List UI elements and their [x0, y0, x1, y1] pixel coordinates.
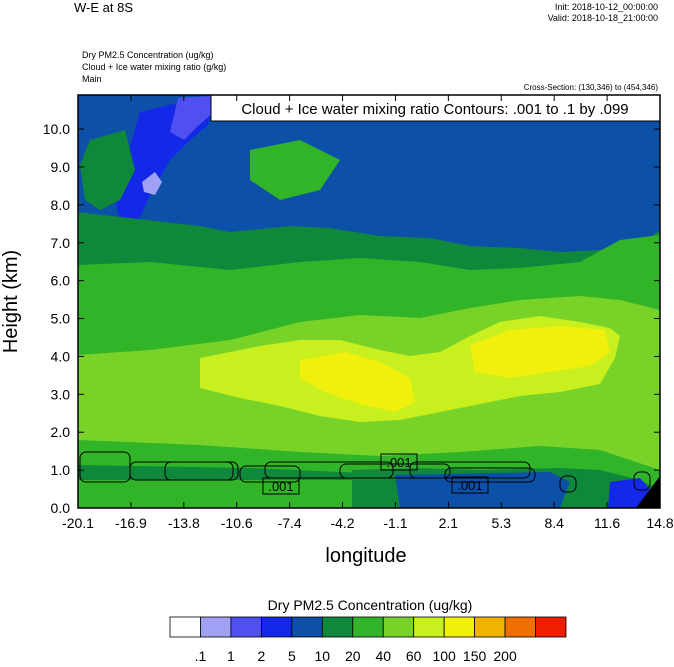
contour-label-2: .001: [457, 478, 482, 493]
cloud-contour-7: [444, 467, 536, 483]
field-region-3: [142, 172, 162, 195]
plot-title: W-E at 8S: [74, 0, 134, 15]
colorbar-box-2: [230, 616, 262, 638]
colorbar-box-7: [382, 616, 415, 638]
y-tick-label-5: 5.0: [51, 311, 71, 327]
x-tick-label-2: -13.8: [168, 515, 200, 531]
colorbar-box-3: [260, 616, 293, 638]
colorbar-box-10: [474, 616, 506, 638]
contour-label-box-1: [380, 453, 418, 471]
y-tick-label-10: 10.0: [43, 121, 70, 137]
colorbar-level-1: 1: [227, 648, 235, 664]
y-tick-label-1: 1.0: [51, 462, 71, 478]
x-tick-label-3: -10.6: [221, 515, 253, 531]
cloud-contour-2: [164, 461, 234, 481]
field-region-5: [470, 185, 560, 232]
colorbar-level-10: 200: [493, 648, 517, 664]
colorbar-box-1: [200, 616, 232, 638]
colorbar-level-4: 10: [315, 648, 331, 664]
y-tick-label-0: 0.0: [51, 500, 71, 516]
field-region-19: [395, 472, 570, 508]
y-tick-label-2: 2.0: [51, 424, 71, 440]
colorbar-box-9: [443, 616, 476, 638]
valid-time: Valid: 2018-10-18_21:00:00: [547, 13, 658, 23]
y-axis-title: Height (km): [0, 250, 22, 353]
colorbar-level-0: .1: [195, 648, 207, 664]
cross-section-label: Cross-Section: (130,346) to (454,346): [523, 83, 658, 92]
field-region-7: [80, 130, 135, 210]
colorbar-level-9: 150: [463, 648, 487, 664]
contour-label-box-0: [262, 477, 300, 495]
y-tick-label-9: 9.0: [51, 159, 71, 175]
y-tick-label-3: 3.0: [51, 386, 71, 402]
y-tick-label-6: 6.0: [51, 273, 71, 289]
field-region-9: [250, 140, 340, 200]
field-region-12: [300, 352, 415, 412]
colorbar-box-11: [504, 616, 536, 638]
contour-label-0: .001: [268, 479, 293, 494]
x-tick-label-8: 5.3: [492, 515, 512, 531]
field-region-17: [78, 480, 352, 508]
cloud-contour-9: [633, 471, 651, 491]
x-tick-label-10: 11.6: [594, 515, 620, 531]
contour-label-box-2: [451, 476, 489, 494]
x-tick-label-4: -7.4: [278, 515, 302, 531]
variable-label-pm25: Dry PM2.5 Concentration (ug/kg): [82, 50, 214, 60]
x-axis-title: longitude: [325, 545, 406, 567]
init-time: Init: 2018-10-12_00:00:00: [554, 2, 658, 12]
colorbar-box-8: [413, 616, 445, 638]
field-region-2: [170, 96, 214, 140]
colorbar-level-8: 100: [432, 648, 456, 664]
colorbar-box-6: [352, 616, 384, 638]
cloud-contour-8: [559, 475, 577, 493]
cloud-contour-3: [239, 465, 301, 483]
x-tick-label-9: 8.4: [544, 515, 564, 531]
cloud-contour-5: [339, 463, 451, 479]
field-layer: [78, 95, 660, 508]
colorbar-level-5: 20: [345, 648, 361, 664]
contour-info-text: Cloud + Ice water mixing ratio Contours:…: [241, 101, 628, 118]
colorbar-level-2: 2: [257, 648, 265, 664]
colorbar-level-7: 60: [406, 648, 422, 664]
terrain-mask: [636, 476, 660, 508]
colorbar-level-3: 5: [288, 648, 296, 664]
y-tick-label-7: 7.0: [51, 235, 71, 251]
x-tick-label-0: -20.1: [62, 515, 94, 531]
x-tick-label-5: -4.2: [330, 515, 354, 531]
colorbar-box-12: [535, 616, 567, 638]
y-tick-label-4: 4.0: [51, 348, 71, 364]
variable-label-cloud: Cloud + Ice water mixing ratio (g/kg): [82, 62, 227, 72]
y-tick-label-8: 8.0: [51, 197, 71, 213]
variable-label-main: Main: [82, 74, 102, 84]
colorbar-box-0: [169, 616, 201, 638]
plot-border: [77, 94, 661, 509]
contour-label-1: .001: [386, 455, 411, 470]
x-tick-label-11: 14.8: [646, 515, 673, 531]
colorbar-level-6: 40: [375, 648, 391, 664]
field-region-20: [608, 478, 652, 508]
colorbar-box-5: [321, 616, 354, 638]
x-tick-label-7: 2.1: [439, 515, 459, 531]
colorbar-box-4: [291, 616, 323, 638]
x-tick-label-1: -16.9: [115, 515, 147, 531]
x-tick-label-6: -1.1: [383, 515, 407, 531]
colorbar-title: Dry PM2.5 Concentration (ug/kg): [268, 597, 473, 613]
field-region-13: [470, 326, 610, 378]
